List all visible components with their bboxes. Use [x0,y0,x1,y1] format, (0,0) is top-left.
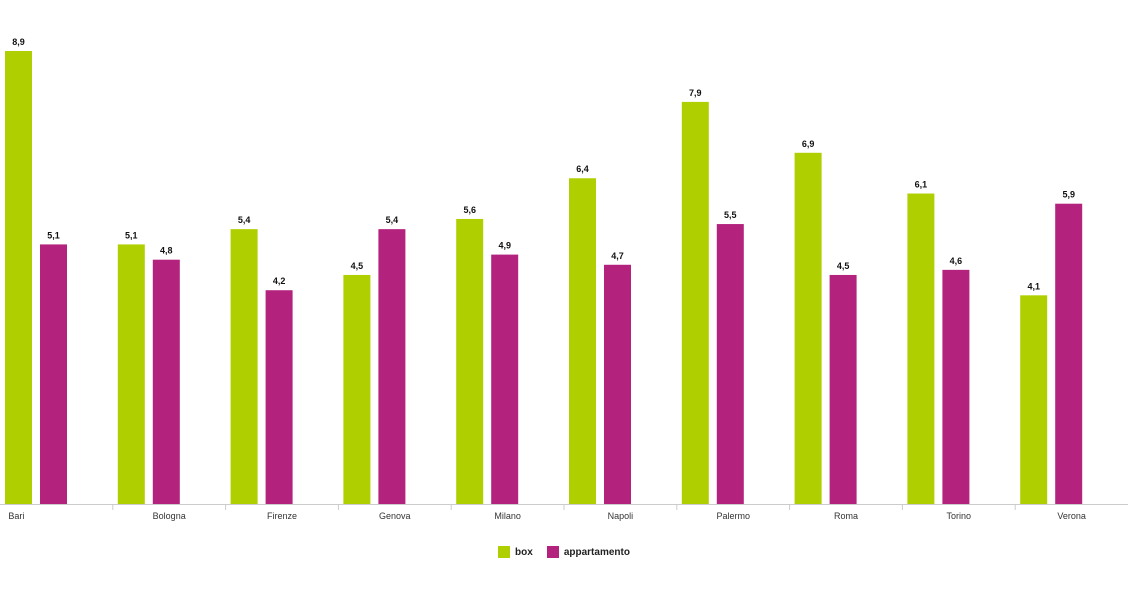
x-tick-label: Napoli [608,511,634,521]
legend-label-appartamento: appartamento [563,546,630,558]
data-label: 5,1 [125,230,138,240]
x-tick-label: Torino [947,511,972,521]
data-label: 7,9 [689,88,702,98]
data-label: 5,5 [724,210,737,220]
data-label: 4,6 [950,256,963,266]
data-label: 4,7 [611,251,624,261]
x-tick-label: Bologna [153,511,186,521]
x-tick-label: Bari [8,511,24,521]
x-tick-label: Milano [494,511,521,521]
x-tick-label: Palermo [716,511,750,521]
bar-box-genova [343,274,371,504]
data-label: 4,5 [837,261,850,271]
data-label: 4,8 [160,246,173,256]
data-label: 5,1 [47,230,60,240]
bar-box-milano [456,218,484,504]
legend: box appartamento [0,546,1128,558]
data-label: 4,1 [1027,281,1040,291]
data-label: 5,6 [463,205,476,215]
data-label: 6,9 [802,139,815,149]
data-label: 5,4 [238,215,251,225]
bar-appartamento-genova [378,229,406,505]
bar-appartamento-napoli [604,264,631,504]
x-tick-label: Roma [834,511,858,521]
bar-appartamento-verona [1055,203,1083,504]
bar-appartamento-bari [40,244,67,505]
data-label: 5,4 [386,215,399,225]
bar-appartamento-milano [491,254,519,504]
legend-item-appartamento: appartamento [546,546,630,558]
bar-box-torino [907,193,935,505]
data-label: 4,5 [351,261,364,271]
bar-box-firenze [230,229,258,505]
data-label: 8,9 [12,37,25,47]
data-label: 5,9 [1062,190,1075,200]
bar-chart: 8,9 5,1 Bari 5,1 4,8 Bologna 5,4 4,2 Firenze 4,5 5… [0,37,1128,521]
bar-box-palermo [681,101,709,505]
legend-swatch-appartamento [546,546,559,558]
data-label: 4,2 [273,276,286,286]
bar-appartamento-bologna [152,259,180,504]
bar-box-verona [1020,295,1048,504]
x-tick-label: Genova [379,511,411,521]
bar-box-bari [5,51,32,504]
data-label: 6,4 [576,164,589,174]
bar-box-bologna [117,244,145,505]
bar-appartamento-palermo [716,224,744,504]
data-label: 4,9 [498,241,511,251]
x-tick-label: Firenze [267,511,297,521]
bar-box-roma [794,152,822,504]
data-label: 6,1 [915,180,928,190]
bar-appartamento-firenze [265,290,293,504]
bar-appartamento-torino [942,269,970,504]
legend-item-box: box [498,546,533,558]
x-tick-label: Verona [1057,511,1086,521]
legend-swatch-box [498,546,511,558]
legend-label-box: box [515,546,533,558]
bar-appartamento-roma [829,274,857,504]
bar-box-napoli [569,178,596,504]
